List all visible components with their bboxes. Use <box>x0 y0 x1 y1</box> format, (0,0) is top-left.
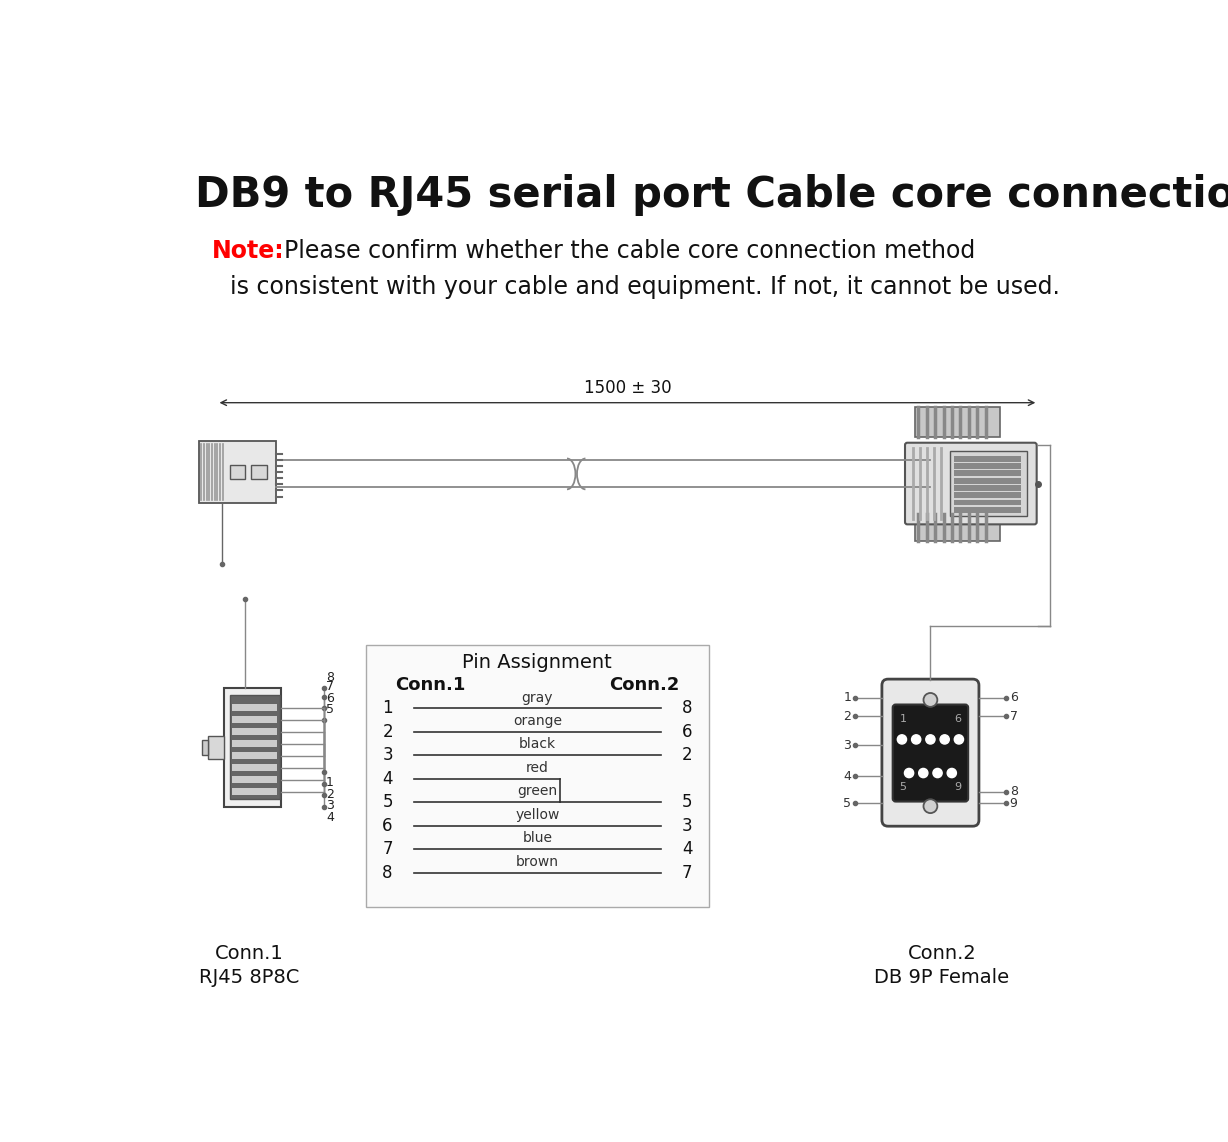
Text: 5: 5 <box>844 797 851 810</box>
Circle shape <box>947 769 957 778</box>
FancyBboxPatch shape <box>893 705 968 802</box>
Bar <box>230 695 280 799</box>
Text: DB 9P Female: DB 9P Female <box>874 968 1009 988</box>
Text: Note:: Note: <box>212 239 285 263</box>
Text: 7: 7 <box>1009 709 1018 723</box>
Text: 7: 7 <box>325 679 334 693</box>
Text: 1: 1 <box>900 714 906 724</box>
Text: 5: 5 <box>682 794 693 811</box>
FancyBboxPatch shape <box>905 443 1036 524</box>
Bar <box>232 727 278 735</box>
Text: orange: orange <box>513 714 562 727</box>
Bar <box>232 716 278 723</box>
Bar <box>209 735 223 758</box>
Text: yellow: yellow <box>516 807 560 822</box>
Bar <box>953 477 1022 483</box>
Bar <box>199 441 276 502</box>
Circle shape <box>905 769 914 778</box>
Bar <box>232 753 278 759</box>
Bar <box>232 703 278 711</box>
Circle shape <box>954 734 964 745</box>
Bar <box>915 407 1000 437</box>
Text: 7: 7 <box>382 841 393 859</box>
Text: 8: 8 <box>325 670 334 684</box>
Text: red: red <box>526 761 549 775</box>
Bar <box>201 740 209 755</box>
Text: 3: 3 <box>682 817 693 835</box>
Text: 6: 6 <box>954 714 962 724</box>
Text: 8: 8 <box>382 863 393 882</box>
Text: 9: 9 <box>1009 797 1018 810</box>
Text: 1: 1 <box>382 699 393 717</box>
Text: 1500 ± 30: 1500 ± 30 <box>583 378 672 396</box>
Bar <box>230 465 246 478</box>
Text: 6: 6 <box>325 692 334 705</box>
Text: brown: brown <box>516 855 559 869</box>
Circle shape <box>926 734 935 745</box>
Text: Please confirm whether the cable core connection method: Please confirm whether the cable core co… <box>284 239 975 263</box>
Bar <box>232 777 278 783</box>
Bar <box>252 465 266 478</box>
Circle shape <box>923 799 937 813</box>
Bar <box>232 788 278 795</box>
Text: Conn.2: Conn.2 <box>907 943 976 963</box>
Text: 2: 2 <box>682 747 693 764</box>
Bar <box>953 463 1022 469</box>
Text: 6: 6 <box>382 817 393 835</box>
Text: Conn.1: Conn.1 <box>395 676 465 694</box>
Bar <box>953 485 1022 491</box>
Bar <box>953 492 1022 498</box>
Text: gray: gray <box>522 691 553 705</box>
Bar <box>953 471 1022 476</box>
Bar <box>232 764 278 771</box>
Text: 4: 4 <box>382 770 393 788</box>
Text: 1: 1 <box>325 777 334 789</box>
Text: 6: 6 <box>1009 691 1018 705</box>
Text: is consistent with your cable and equipment. If not, it cannot be used.: is consistent with your cable and equipm… <box>230 275 1060 299</box>
Text: 4: 4 <box>682 841 693 859</box>
Bar <box>953 456 1022 461</box>
Text: Conn.1: Conn.1 <box>215 943 284 963</box>
Text: 4: 4 <box>844 770 851 782</box>
Text: 2: 2 <box>325 788 334 801</box>
Text: green: green <box>517 785 558 798</box>
Text: 4: 4 <box>325 811 334 823</box>
Text: 7: 7 <box>682 863 693 882</box>
Bar <box>949 451 1027 516</box>
Bar <box>232 740 278 747</box>
Circle shape <box>933 769 942 778</box>
Text: 6: 6 <box>682 723 693 741</box>
Text: 2: 2 <box>382 723 393 741</box>
Text: 8: 8 <box>682 699 693 717</box>
Bar <box>953 507 1022 513</box>
FancyBboxPatch shape <box>882 679 979 826</box>
Text: 2: 2 <box>844 709 851 723</box>
Bar <box>366 645 709 907</box>
Text: Conn.2: Conn.2 <box>609 676 679 694</box>
Circle shape <box>941 734 949 745</box>
Text: 1: 1 <box>844 691 851 705</box>
Text: 9: 9 <box>954 782 962 793</box>
Text: DB9 to RJ45 serial port Cable core connection method: DB9 to RJ45 serial port Cable core conne… <box>195 174 1228 216</box>
Text: 3: 3 <box>382 747 393 764</box>
Text: 3: 3 <box>844 739 851 751</box>
Text: 5: 5 <box>382 794 393 811</box>
Text: black: black <box>518 738 556 751</box>
Text: 8: 8 <box>1009 785 1018 798</box>
Bar <box>915 514 1000 541</box>
Text: 5: 5 <box>900 782 906 793</box>
Circle shape <box>898 734 906 745</box>
Bar <box>953 500 1022 506</box>
Bar <box>223 687 281 807</box>
Text: Pin Assignment: Pin Assignment <box>463 653 613 671</box>
Text: blue: blue <box>522 831 553 845</box>
Circle shape <box>911 734 921 745</box>
Circle shape <box>919 769 928 778</box>
Text: 3: 3 <box>325 799 334 812</box>
Text: RJ45 8P8C: RJ45 8P8C <box>199 968 300 988</box>
Text: 5: 5 <box>325 703 334 716</box>
Circle shape <box>923 693 937 707</box>
